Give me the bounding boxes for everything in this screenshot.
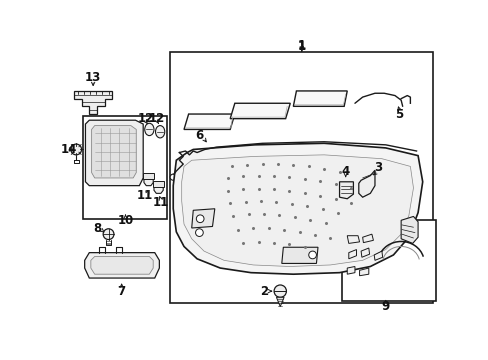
Text: 7: 7 [117, 285, 125, 298]
Text: 1: 1 [297, 40, 305, 53]
Text: 11: 11 [136, 189, 153, 202]
Polygon shape [91, 126, 136, 178]
Polygon shape [191, 209, 214, 228]
Ellipse shape [144, 123, 154, 136]
Polygon shape [74, 91, 112, 114]
Circle shape [170, 174, 176, 180]
Bar [170, 53, 432, 303]
Polygon shape [154, 184, 163, 193]
Polygon shape [359, 268, 368, 276]
Polygon shape [84, 253, 159, 278]
Text: 12: 12 [149, 112, 165, 125]
Text: 2: 2 [260, 285, 267, 298]
Text: 9: 9 [381, 300, 389, 313]
Circle shape [195, 229, 203, 237]
Polygon shape [182, 155, 413, 266]
Text: 5: 5 [395, 108, 403, 121]
Polygon shape [143, 176, 153, 186]
Text: 8: 8 [93, 221, 102, 234]
Circle shape [103, 229, 114, 239]
Bar [143, 173, 154, 180]
Polygon shape [400, 216, 417, 243]
Polygon shape [293, 91, 346, 106]
Polygon shape [183, 114, 234, 130]
Text: 1: 1 [297, 39, 305, 52]
Circle shape [71, 144, 81, 155]
Polygon shape [339, 182, 353, 199]
Polygon shape [281, 247, 317, 264]
Polygon shape [373, 251, 382, 260]
Bar [83, 116, 167, 219]
Text: 11: 11 [152, 196, 169, 209]
Polygon shape [346, 236, 359, 243]
Text: 13: 13 [85, 71, 101, 84]
Text: 6: 6 [195, 129, 203, 142]
Bar [341, 220, 435, 301]
Polygon shape [358, 170, 374, 197]
Circle shape [308, 251, 316, 259]
Polygon shape [230, 103, 290, 119]
Text: 4: 4 [341, 165, 349, 177]
Polygon shape [276, 297, 284, 307]
Polygon shape [360, 248, 369, 257]
Bar [153, 181, 163, 187]
Ellipse shape [155, 126, 164, 138]
Polygon shape [348, 249, 356, 259]
Polygon shape [85, 120, 143, 186]
Polygon shape [362, 234, 373, 243]
Text: 12: 12 [137, 112, 153, 125]
Text: 14: 14 [60, 143, 77, 156]
Circle shape [274, 285, 286, 297]
Polygon shape [173, 143, 422, 274]
Text: 3: 3 [373, 161, 381, 175]
Text: 10: 10 [117, 214, 133, 227]
Polygon shape [346, 266, 354, 274]
Circle shape [196, 215, 203, 222]
Polygon shape [91, 256, 153, 274]
